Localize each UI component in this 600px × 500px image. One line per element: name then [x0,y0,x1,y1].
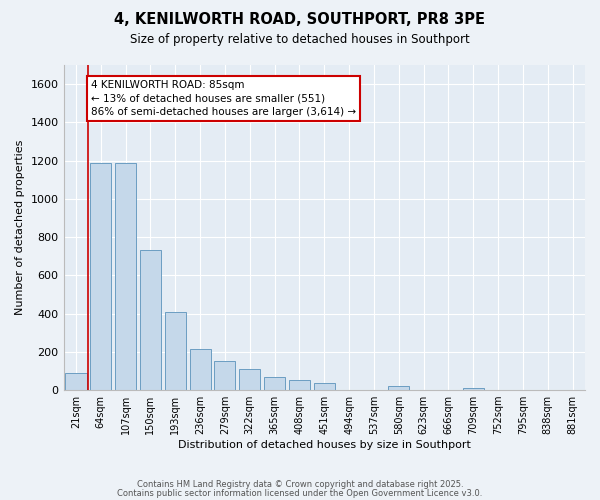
Bar [314,384,335,390]
Bar [165,312,186,390]
Bar [140,250,161,390]
Bar [65,373,86,390]
Bar [289,380,310,390]
Bar [239,369,260,390]
Bar [463,388,484,390]
X-axis label: Distribution of detached houses by size in Southport: Distribution of detached houses by size … [178,440,471,450]
Text: Contains HM Land Registry data © Crown copyright and database right 2025.: Contains HM Land Registry data © Crown c… [137,480,463,489]
Bar [190,349,211,390]
Text: Contains public sector information licensed under the Open Government Licence v3: Contains public sector information licen… [118,489,482,498]
Bar [90,162,112,390]
Text: 4, KENILWORTH ROAD, SOUTHPORT, PR8 3PE: 4, KENILWORTH ROAD, SOUTHPORT, PR8 3PE [115,12,485,28]
Text: Size of property relative to detached houses in Southport: Size of property relative to detached ho… [130,32,470,46]
Bar [264,376,285,390]
Bar [115,162,136,390]
Bar [388,386,409,390]
Y-axis label: Number of detached properties: Number of detached properties [15,140,25,315]
Bar [214,362,235,390]
Text: 4 KENILWORTH ROAD: 85sqm
← 13% of detached houses are smaller (551)
86% of semi-: 4 KENILWORTH ROAD: 85sqm ← 13% of detach… [91,80,356,116]
